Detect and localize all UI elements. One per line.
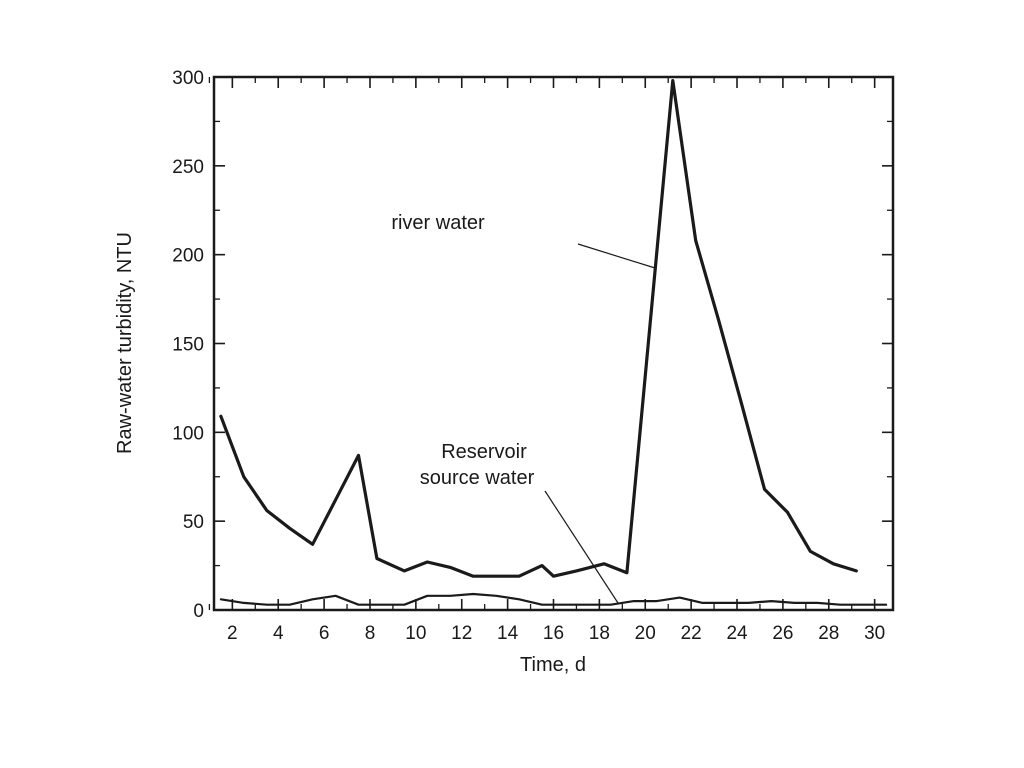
x-axis-label: Time, d [520,654,586,676]
river-water-label: river water [391,212,485,234]
river-water-leader-line [577,243,656,269]
x-tick-label: 22 [681,623,702,644]
x-tick-label: 4 [273,623,284,644]
x-tick-label: 12 [451,623,472,644]
y-tick-label: 0 [193,601,204,622]
reservoir-label-line-1: Reservoir [441,441,527,463]
reservoir-source-water-line [219,592,888,606]
series-group [219,78,888,606]
y-tick-label: 150 [172,335,204,356]
x-tick-label: 16 [543,623,564,644]
annotation-leaders [544,243,656,604]
x-tick-label: 20 [635,623,656,644]
tick-labels: 2 4 6 8 10 12 14 16 18 20 22 24 26 28 3005010015020025… [172,68,885,644]
x-tick-label: 14 [497,623,519,644]
river-water-line [219,78,858,578]
y-tick-label: 300 [172,68,204,89]
reservoir-label-line-2: source water [420,467,535,489]
y-axis-label: Raw-water turbidity, NTU [114,232,136,454]
y-tick-label: 100 [172,423,204,444]
x-tick-label: 28 [818,623,839,644]
x-tick-label: 6 [319,623,330,644]
x-tick-label: 26 [772,623,793,644]
x-tick-label: 24 [726,623,748,644]
x-tick-label: 8 [365,623,376,644]
tick-marks [208,76,893,611]
x-tick-label: 18 [589,623,610,644]
plot-frame [212,75,895,612]
y-tick-label: 50 [183,512,204,533]
y-tick-label: 250 [172,157,204,178]
x-tick-label: 30 [864,623,885,644]
reservoir-leader-line [544,490,619,604]
y-tick-label: 200 [172,246,204,267]
x-tick-label: 2 [227,623,238,644]
x-tick-label: 10 [405,623,426,644]
